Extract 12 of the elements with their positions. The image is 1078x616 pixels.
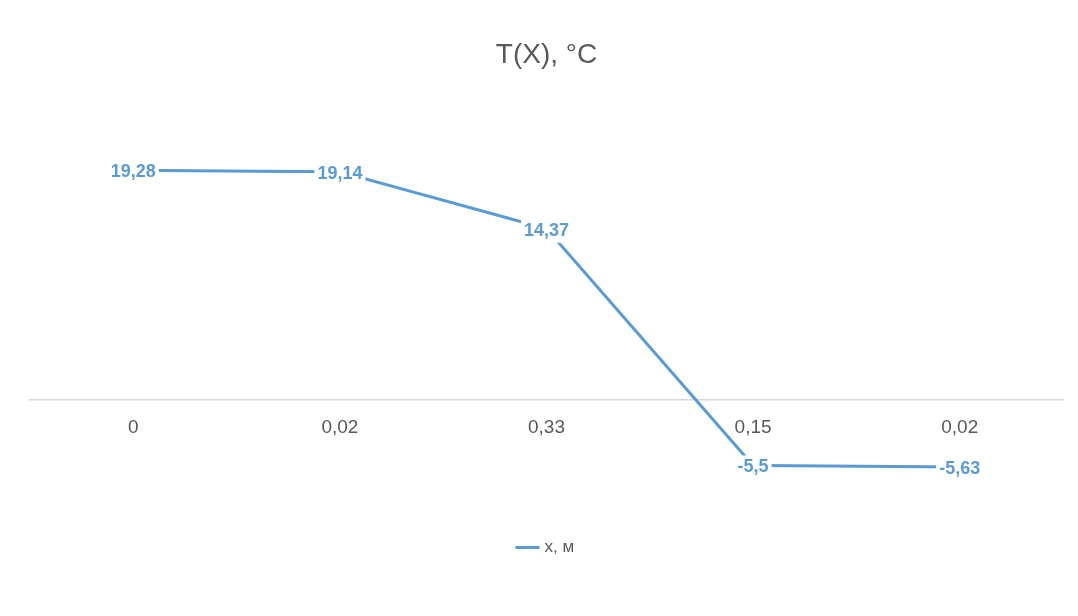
data-label: 14,37: [523, 219, 570, 240]
x-tick-label: 0,33: [528, 415, 565, 437]
data-label: 19,14: [317, 162, 363, 183]
chart-title: T(X), °C: [495, 37, 598, 69]
x-tick-label: 0,02: [321, 415, 359, 437]
legend-label: x, м: [544, 537, 575, 557]
x-tick-label: 0: [128, 415, 139, 437]
data-label: -5,5: [737, 456, 769, 477]
data-label: -5,63: [939, 457, 981, 478]
data-label: 19,28: [110, 161, 156, 182]
x-tick-label: 0,02: [941, 415, 979, 437]
x-tick-label: 0,15: [734, 415, 772, 437]
